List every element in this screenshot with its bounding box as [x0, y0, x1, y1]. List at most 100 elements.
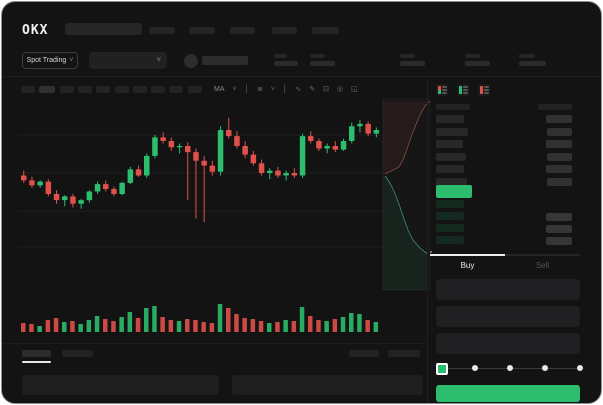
timeframe-button[interactable] [187, 86, 202, 93]
chevron-down-icon: ˅ [156, 55, 161, 64]
candle-body [111, 189, 117, 194]
timeframe-button[interactable] [169, 86, 184, 93]
bid-row-price[interactable] [436, 212, 464, 220]
nav-item-placeholder[interactable] [272, 27, 297, 34]
slider-step-dot[interactable] [542, 365, 548, 371]
bid-row-price[interactable] [436, 200, 464, 208]
timeframe-button[interactable] [59, 86, 74, 93]
book-asks-icon[interactable] [478, 84, 490, 96]
indicator-ma-button[interactable]: MA [214, 85, 225, 93]
order-input-2[interactable] [436, 333, 580, 354]
candle-body [258, 163, 265, 174]
volume-bar [324, 321, 329, 332]
ask-row-amount[interactable] [547, 127, 572, 136]
tab-sell[interactable]: Sell [505, 254, 580, 272]
bid-row-price[interactable] [436, 224, 464, 232]
last-price-bar[interactable] [436, 185, 472, 198]
chart-type-icon[interactable]: ≣ [256, 86, 263, 93]
volume-bar [316, 320, 321, 332]
bottom-tab[interactable] [22, 350, 51, 357]
nav-item-placeholder[interactable] [189, 27, 215, 34]
ask-row-price[interactable] [436, 152, 466, 161]
ask-row-amount[interactable] [547, 152, 572, 161]
nav-item-placeholder[interactable] [149, 27, 175, 34]
slider-step-dot[interactable] [507, 365, 513, 371]
nav-item-placeholder[interactable] [312, 27, 339, 34]
candle-body [283, 173, 289, 176]
timeframe-button[interactable] [96, 86, 111, 93]
timeframe-button[interactable] [39, 86, 56, 93]
orders-table-placeholder [22, 375, 219, 395]
timeframe-button[interactable] [77, 86, 92, 93]
slider-step-dot[interactable] [472, 365, 478, 371]
stat-label-placeholder [274, 54, 287, 58]
nav-item-placeholder[interactable] [230, 27, 255, 34]
depth-panel [382, 98, 431, 291]
screenshot-icon[interactable]: ⊡ [323, 86, 329, 93]
candle-body [119, 182, 125, 194]
book-combined-icon[interactable] [436, 84, 448, 96]
bottom-tab[interactable] [62, 350, 93, 357]
volume-bar [168, 320, 174, 332]
candle-body [21, 175, 27, 181]
volume-bar [242, 318, 247, 332]
volume-bar [86, 320, 92, 332]
volume-bar [201, 322, 206, 332]
draw-tool-icon[interactable]: ✎ [309, 86, 316, 93]
slider-handle[interactable] [436, 363, 448, 375]
bid-row-amount[interactable] [546, 225, 572, 233]
order-input-1[interactable] [436, 306, 580, 327]
stat-label-placeholder [400, 54, 415, 58]
pair-selector-dropdown[interactable]: ˅ [89, 52, 167, 69]
chart-tools: MA ˅ │ ≣ ˅ │ ∿ ✎ ⊡ ◎ ◱ [214, 83, 358, 95]
book-bids-icon[interactable] [457, 84, 469, 96]
ask-row-amount[interactable] [547, 177, 572, 186]
volume-bar [299, 307, 305, 332]
candle-body [135, 169, 142, 176]
timeframe-button[interactable] [151, 86, 166, 93]
candle-body [127, 169, 134, 183]
toolbar-divider: │ [244, 85, 249, 93]
candle-body [193, 152, 199, 161]
ask-row-amount[interactable] [546, 115, 572, 123]
volume-bar [119, 317, 124, 332]
bid-row-amount[interactable] [546, 213, 572, 221]
timeframe-button[interactable] [21, 86, 35, 93]
settings-icon[interactable]: ◎ [336, 86, 344, 93]
ask-row-price[interactable] [436, 177, 467, 186]
toolbar-divider: │ [282, 85, 288, 93]
ask-row-price[interactable] [436, 165, 464, 173]
ask-row-price[interactable] [436, 140, 463, 148]
slider-step-dot[interactable] [577, 365, 583, 371]
order-input-0[interactable] [436, 279, 580, 300]
candle-body [316, 141, 322, 149]
bottom-link[interactable] [388, 350, 420, 357]
candlestick-chart[interactable] [17, 97, 432, 342]
submit-buy-button[interactable] [436, 385, 580, 402]
timeframe-button[interactable] [132, 86, 147, 93]
ask-row-price[interactable] [436, 115, 464, 123]
candle-body [86, 191, 93, 201]
timeframe-button[interactable] [114, 86, 129, 93]
volume-bar [37, 326, 42, 332]
fullscreen-icon[interactable]: ◱ [351, 86, 358, 93]
bid-row-price[interactable] [436, 236, 464, 244]
volume-bar [94, 316, 100, 332]
ask-row-price[interactable] [436, 127, 468, 136]
bottom-link[interactable] [349, 350, 379, 357]
line-tool-icon[interactable]: ∿ [295, 86, 302, 93]
ask-row-amount[interactable] [546, 165, 572, 173]
order-side-tabs: Buy Sell [430, 254, 580, 272]
search-input[interactable] [65, 23, 142, 35]
ask-row-amount[interactable] [546, 140, 572, 148]
bid-row-amount[interactable] [546, 237, 572, 245]
depth-bid-line [384, 175, 429, 255]
chevron-down-icon[interactable]: ˅ [270, 85, 275, 93]
candle-body [365, 123, 371, 134]
tab-buy[interactable]: Buy [430, 254, 505, 272]
volume-bar [308, 316, 313, 332]
market-type-dropdown[interactable]: Spot Trading ˅ [22, 52, 78, 69]
candle-body [62, 196, 68, 201]
chevron-down-icon[interactable]: ˅ [232, 85, 237, 93]
volume-bar [127, 312, 133, 332]
